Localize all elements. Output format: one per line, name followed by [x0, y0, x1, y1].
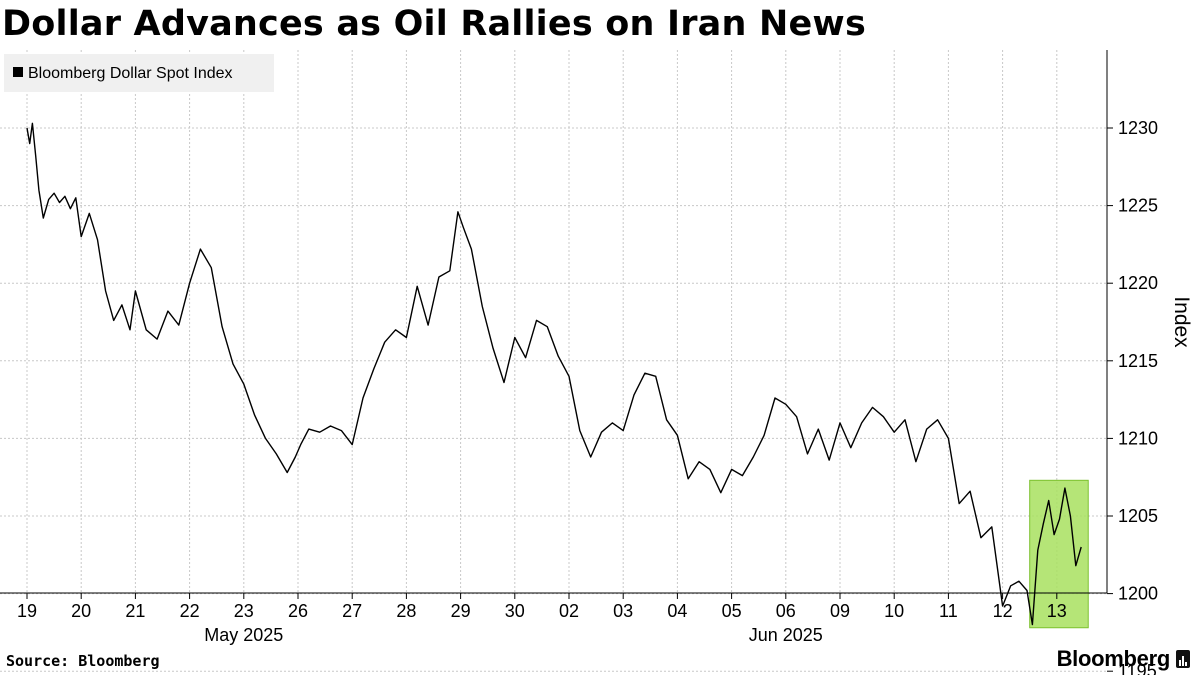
source-note: Source: Bloomberg [6, 652, 160, 670]
series-line [26, 122, 1082, 626]
y-tick-label: 1230 [1118, 118, 1158, 138]
y-tick-label: 1205 [1118, 506, 1158, 526]
x-month-label: Jun 2025 [749, 625, 823, 645]
x-tick-label: 20 [71, 601, 91, 621]
y-ticks: 1195 1200 1205 1210 1215 1220 1225 1230 [1107, 118, 1158, 675]
y-tick-label: 1220 [1118, 273, 1158, 293]
legend-swatch [13, 67, 23, 77]
x-tick-label: 06 [776, 601, 796, 621]
legend-label: Bloomberg Dollar Spot Index [28, 65, 233, 82]
y-tick-label: 1215 [1118, 351, 1158, 371]
bloomberg-chart-icon [1176, 650, 1190, 668]
y-tick-label: 1210 [1118, 428, 1158, 448]
x-tick-label: 13 [1047, 601, 1067, 621]
x-tick-label: 11 [939, 601, 958, 621]
y-tick-label: 1200 [1118, 584, 1158, 604]
x-tick-label: 12 [993, 601, 1013, 621]
brand-name: Bloomberg [1056, 646, 1171, 671]
x-tick-label: 19 [17, 601, 37, 621]
x-ticks: 19 20 21 22 23 26 27 28 29 30 02 03 04 05 06 09 10 11 12 13… [17, 593, 1067, 645]
x-tick-label: 30 [505, 601, 525, 621]
x-tick-label: 02 [559, 601, 579, 621]
y-tick-label: 1225 [1118, 196, 1158, 216]
x-tick-label: 28 [396, 601, 416, 621]
chart-title: Dollar Advances as Oil Rallies on Iran N… [2, 4, 866, 44]
grid [0, 50, 1107, 672]
legend: Bloomberg Dollar Spot Index [4, 54, 274, 92]
x-tick-label: 04 [667, 601, 687, 621]
x-tick-label: 21 [125, 601, 145, 621]
legend-background [4, 54, 274, 92]
x-tick-label: 27 [342, 601, 362, 621]
x-tick-label: 10 [884, 601, 904, 621]
brand-logo: Bloomberg [1057, 646, 1190, 672]
x-tick-label: 22 [180, 601, 200, 621]
x-tick-label: 23 [234, 601, 254, 621]
series-layer [26, 122, 1082, 626]
x-tick-label: 05 [722, 601, 742, 621]
x-month-label: May 2025 [204, 625, 283, 645]
x-tick-label: 09 [830, 601, 850, 621]
y-tick-label: 1195 [1118, 661, 1157, 675]
x-tick-label: 26 [288, 601, 308, 621]
y-axis-label: Index [1170, 296, 1193, 348]
x-tick-label: 29 [451, 601, 471, 621]
x-tick-label: 03 [613, 601, 633, 621]
axes [0, 50, 1108, 594]
